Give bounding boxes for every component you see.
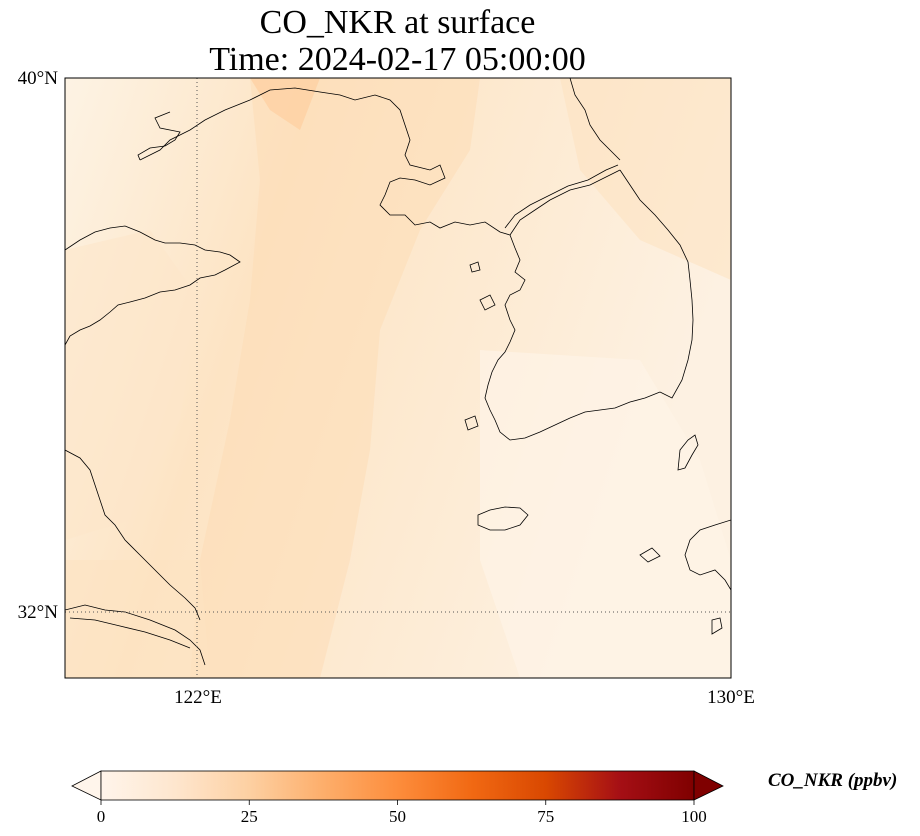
lon-tick-122: 122°E [174,687,222,708]
colorbar-tick-label: 50 [389,807,406,826]
island [469,261,481,273]
coastline-jiangsu [65,449,201,621]
map-title-line1: CO_NKR at surface [259,4,536,41]
colorbar-ticks: 0 25 50 75 100 [97,800,707,826]
island [479,294,496,311]
island [464,415,479,431]
coastline-tsushima [677,434,699,471]
gridlines [65,78,731,678]
colorbar-tick-label: 75 [537,807,554,826]
coastline-small-island [711,617,723,635]
map-title-line2: Time: 2024-02-17 05:00:00 [209,41,586,78]
colorbar-tick-label: 100 [681,807,707,826]
concentration-field [65,78,731,678]
lon-tick-130: 130°E [707,687,755,708]
colorbar-label: CO_NKR (ppbv) [768,770,898,791]
coastline-yangtze-south [69,617,191,649]
colorbar-bar [100,770,695,801]
colorbar-extend-max [693,770,724,801]
lat-tick-40: 40°N [18,68,59,89]
coastline-korea-east [619,169,694,399]
coastline-shandong [65,225,241,346]
coastline-korea-west [484,234,661,441]
border-korea-china [509,169,621,236]
colorbar: 0 25 50 75 100 [71,770,724,826]
coastline-kyushu [684,519,731,591]
island [639,547,661,563]
border-korea-china-2 [504,164,619,229]
coastline-jeju [477,506,529,531]
colorbar-tick-label: 0 [97,807,106,826]
coastline-liaodong [139,87,511,236]
coastline-korea-northeast [569,78,621,161]
colorbar-extend-min [71,770,102,801]
map-frame [64,77,732,679]
lat-tick-32: 32°N [18,602,59,623]
coastline-bohai-island [137,111,181,161]
colorbar-tick-label: 25 [241,807,258,826]
